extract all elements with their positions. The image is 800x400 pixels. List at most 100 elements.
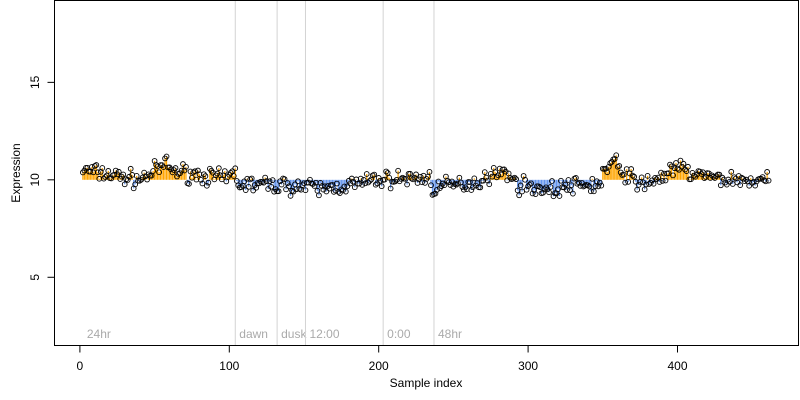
x-axis: 0 100 200 300 400 bbox=[77, 345, 688, 373]
data-point bbox=[620, 171, 627, 178]
data-point bbox=[296, 185, 303, 192]
data-point bbox=[593, 178, 600, 185]
data-point bbox=[322, 183, 328, 190]
data-point bbox=[100, 175, 107, 182]
data-point bbox=[685, 163, 691, 170]
data-point bbox=[386, 174, 393, 181]
data-point bbox=[359, 182, 366, 188]
data-point bbox=[307, 176, 313, 183]
data-point bbox=[765, 177, 772, 184]
data-point bbox=[670, 172, 676, 179]
data-point bbox=[426, 169, 433, 175]
data-point bbox=[525, 183, 531, 190]
data-point bbox=[652, 174, 658, 181]
data-point bbox=[245, 183, 252, 190]
data-point bbox=[238, 184, 245, 190]
data-point bbox=[613, 152, 620, 159]
data-point bbox=[127, 165, 134, 172]
data-point bbox=[723, 181, 730, 188]
data-point bbox=[105, 168, 112, 174]
data-point bbox=[691, 172, 697, 179]
data-point bbox=[366, 178, 373, 184]
data-point bbox=[326, 185, 333, 192]
data-point bbox=[163, 153, 170, 160]
data-point bbox=[441, 182, 448, 188]
data-point bbox=[286, 183, 292, 190]
data-point bbox=[737, 182, 744, 189]
data-point bbox=[665, 170, 672, 177]
data-point bbox=[567, 187, 573, 194]
data-point bbox=[144, 176, 150, 183]
data-point bbox=[121, 181, 128, 188]
data-point bbox=[728, 168, 735, 175]
data-point bbox=[112, 167, 119, 174]
x-tick-label: 100 bbox=[219, 359, 239, 373]
data-point bbox=[232, 165, 239, 172]
data-point bbox=[741, 178, 748, 184]
data-point bbox=[221, 168, 228, 174]
data-point bbox=[576, 179, 582, 186]
data-point bbox=[150, 168, 156, 174]
data-point bbox=[528, 180, 534, 187]
data-point bbox=[495, 172, 502, 179]
data-point bbox=[278, 181, 285, 188]
data-point bbox=[631, 173, 638, 180]
data-point bbox=[198, 176, 204, 183]
data-point bbox=[710, 173, 717, 180]
data-point bbox=[417, 174, 424, 180]
data-point bbox=[555, 186, 561, 193]
data-point bbox=[468, 187, 475, 193]
data-point bbox=[540, 189, 546, 196]
data-point bbox=[562, 181, 569, 188]
data-point bbox=[363, 171, 370, 177]
data-point bbox=[589, 175, 596, 182]
data-point bbox=[587, 188, 594, 195]
data-point bbox=[628, 166, 635, 172]
data-point bbox=[180, 161, 186, 167]
data-point bbox=[192, 168, 198, 175]
data-point bbox=[302, 187, 309, 194]
section-label: 24hr bbox=[87, 327, 111, 341]
data-point bbox=[181, 167, 188, 174]
data-point bbox=[586, 183, 593, 190]
data-point bbox=[399, 174, 406, 181]
data-point bbox=[492, 169, 499, 175]
data-point bbox=[596, 179, 603, 186]
data-point bbox=[383, 168, 390, 175]
data-point bbox=[136, 177, 143, 184]
data-point bbox=[323, 188, 330, 195]
data-point bbox=[668, 163, 675, 170]
data-point bbox=[230, 173, 237, 179]
data-point bbox=[616, 163, 623, 169]
section-label: 12:00 bbox=[309, 327, 339, 341]
data-point bbox=[347, 180, 354, 187]
data-point bbox=[676, 166, 682, 173]
data-point bbox=[466, 179, 473, 185]
y-tick-label: 5 bbox=[28, 274, 42, 281]
data-point bbox=[341, 183, 348, 190]
data-point bbox=[638, 174, 645, 181]
data-point bbox=[716, 171, 723, 178]
data-point bbox=[133, 173, 140, 179]
data-point bbox=[357, 175, 364, 182]
data-point bbox=[425, 173, 431, 180]
data-point bbox=[634, 186, 641, 193]
data-point bbox=[558, 177, 564, 184]
data-point bbox=[295, 178, 301, 185]
data-point bbox=[413, 171, 419, 178]
data-point bbox=[590, 188, 597, 195]
data-point bbox=[629, 172, 636, 179]
data-point bbox=[344, 183, 351, 190]
x-tick-label: 400 bbox=[667, 359, 687, 373]
data-point bbox=[611, 156, 618, 162]
data-point bbox=[483, 174, 490, 181]
section-markers: 24hr dawn dusk 12:00 0:00 48hr bbox=[87, 0, 462, 346]
data-point bbox=[565, 177, 572, 183]
data-point bbox=[332, 187, 339, 194]
data-point bbox=[471, 175, 478, 182]
data-point bbox=[360, 177, 367, 183]
data-point bbox=[516, 192, 522, 199]
data-point bbox=[99, 165, 106, 171]
data-point bbox=[215, 165, 222, 171]
